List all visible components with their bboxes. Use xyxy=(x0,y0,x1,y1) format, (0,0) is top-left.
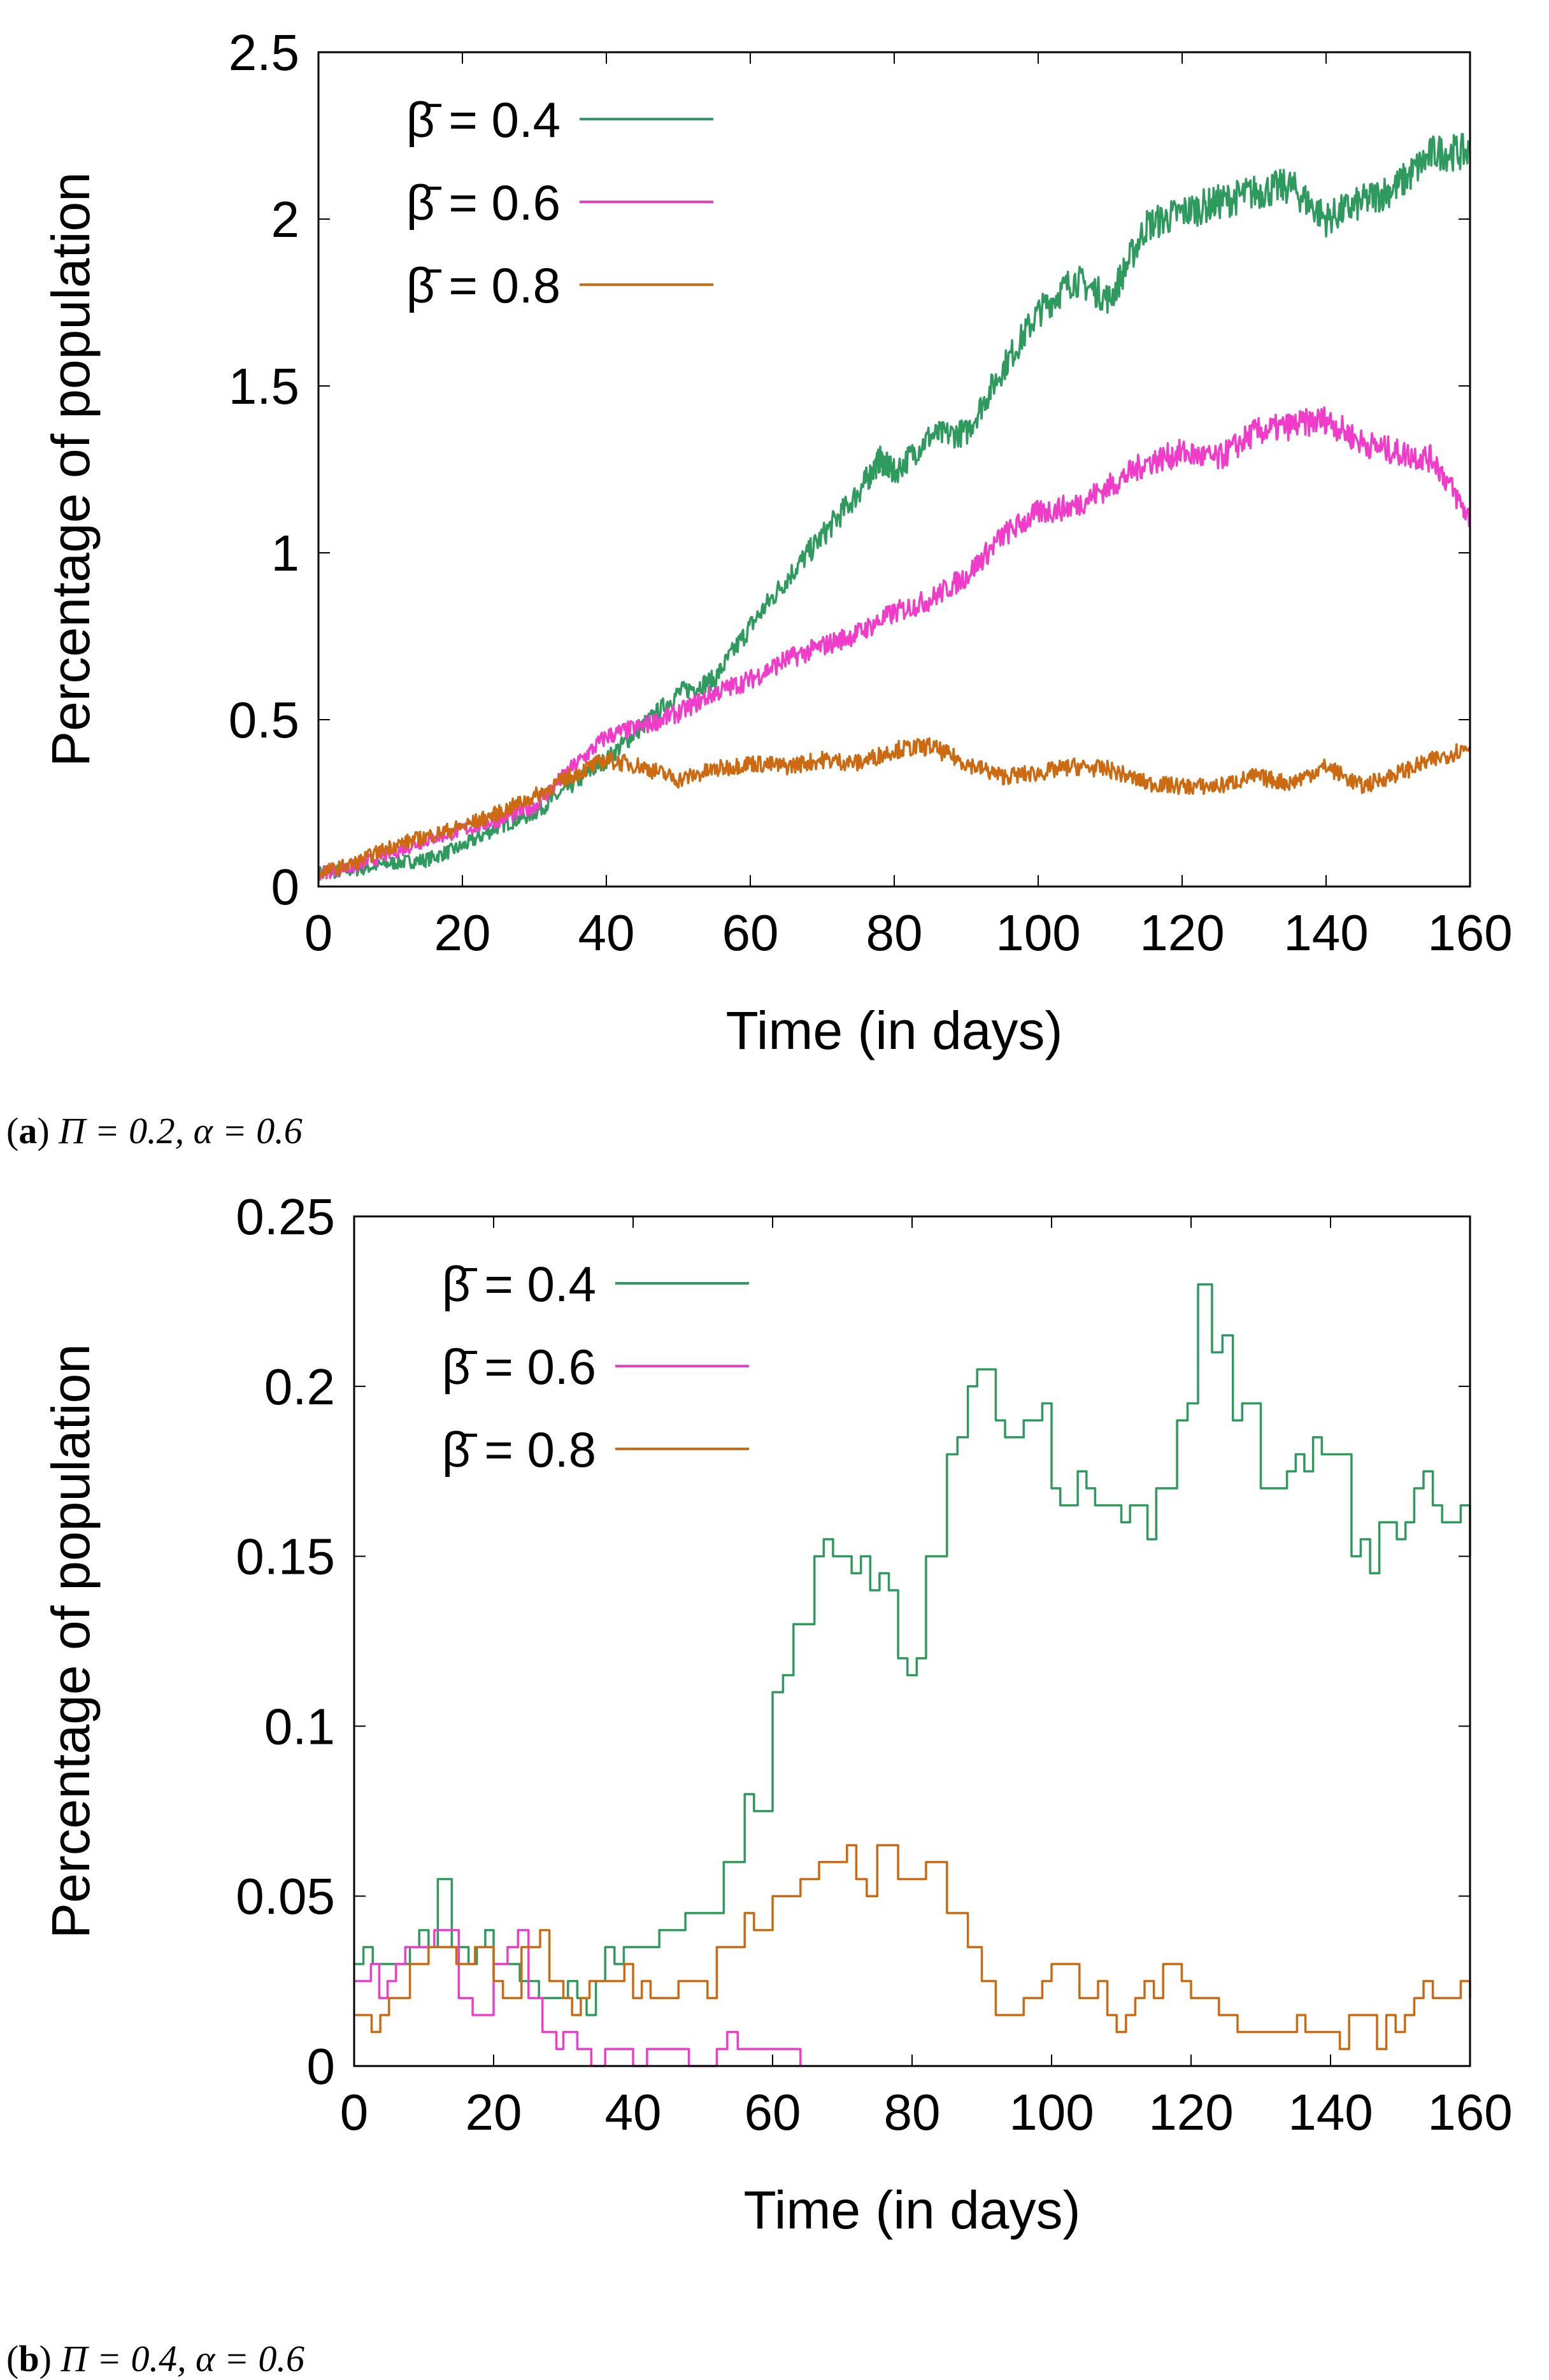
series-line-2 xyxy=(354,1928,802,2067)
plot-frame xyxy=(317,51,1471,888)
legend-label-1: β̄ = 0.4 xyxy=(442,1256,596,1312)
y-axis-label: Percentage of population xyxy=(41,172,101,767)
plot-frame xyxy=(353,1215,1471,2067)
x-tick-label: 160 xyxy=(1427,904,1512,961)
y-tick-label: 0 xyxy=(271,859,300,915)
x-tick-label: 0 xyxy=(304,904,333,961)
x-tick-label: 20 xyxy=(434,904,491,961)
x-axis-label: Time (in days) xyxy=(744,2180,1081,2240)
y-tick-label: 2.5 xyxy=(229,24,299,81)
caption-a: (a) Π = 0.2, α = 0.6 xyxy=(6,1110,303,1151)
y-tick-label: 0 xyxy=(307,2038,336,2095)
y-tick-label: 0.05 xyxy=(236,1868,335,1925)
series-line-1 xyxy=(317,132,1471,881)
y-tick-label: 2 xyxy=(271,191,300,248)
y-tick-label: 1 xyxy=(271,525,300,581)
x-tick-label: 80 xyxy=(866,904,923,961)
x-tick-label: 120 xyxy=(1148,2084,1233,2141)
line-chart-a: 0 20 40 60 80 100 120 140 160 0 0.5 1 1.5 2 2.5 β̄ = 0.… xyxy=(41,24,1513,1060)
y-tick-label: 1.5 xyxy=(229,358,299,415)
x-tick-label: 100 xyxy=(1009,2084,1094,2141)
x-tick-label: 100 xyxy=(996,904,1080,961)
x-tick-label: 20 xyxy=(466,2084,522,2141)
x-tick-label: 40 xyxy=(605,2084,662,2141)
legend-label-2: β̄ = 0.6 xyxy=(406,175,560,231)
legend-label-3: β̄ = 0.8 xyxy=(406,257,560,313)
series-line-1 xyxy=(354,1283,1471,2016)
legend-label-3: β̄ = 0.8 xyxy=(442,1422,596,1478)
x-tick-label: 80 xyxy=(884,2084,941,2141)
x-tick-label: 0 xyxy=(340,2084,369,2141)
chart-panel-b: 0 20 40 60 80 100 120 140 160 0 0.05 0.1 0.15 0.2 0.25… xyxy=(0,1197,1549,2379)
y-tick-label: 0.2 xyxy=(264,1358,335,1415)
y-tick-label: 0.5 xyxy=(229,692,299,748)
chart-panel-a: 0 20 40 60 80 100 120 140 160 0 0.5 1 1.5 2 2.5 β̄ = 0.… xyxy=(6,24,1513,1151)
x-tick-label: 140 xyxy=(1288,2084,1373,2141)
series-line-3 xyxy=(354,1844,1471,2051)
line-chart-b: 0 20 40 60 80 100 120 140 160 0 0.05 0.1 0.15 0.2 0.25… xyxy=(41,1197,1513,2240)
y-tick-label: 0.15 xyxy=(236,1528,335,1585)
x-tick-label: 120 xyxy=(1139,904,1224,961)
x-tick-label: 60 xyxy=(722,904,779,961)
y-tick-label: 0.25 xyxy=(236,1197,335,1245)
x-axis-label: Time (in days) xyxy=(726,1001,1063,1060)
legend-label-2: β̄ = 0.6 xyxy=(442,1339,596,1395)
x-tick-label: 60 xyxy=(745,2084,801,2141)
x-tick-label: 160 xyxy=(1427,2084,1512,2141)
x-tick-label: 40 xyxy=(578,904,635,961)
y-axis-label: Percentage of population xyxy=(41,1344,101,1939)
y-tick-label: 0.1 xyxy=(264,1698,335,1755)
x-tick-label: 140 xyxy=(1283,904,1368,961)
legend-label-1: β̄ = 0.4 xyxy=(406,92,560,148)
series-line-3 xyxy=(317,737,1471,880)
caption-b: (b) Π = 0.4, α = 0.6 xyxy=(6,2338,305,2379)
